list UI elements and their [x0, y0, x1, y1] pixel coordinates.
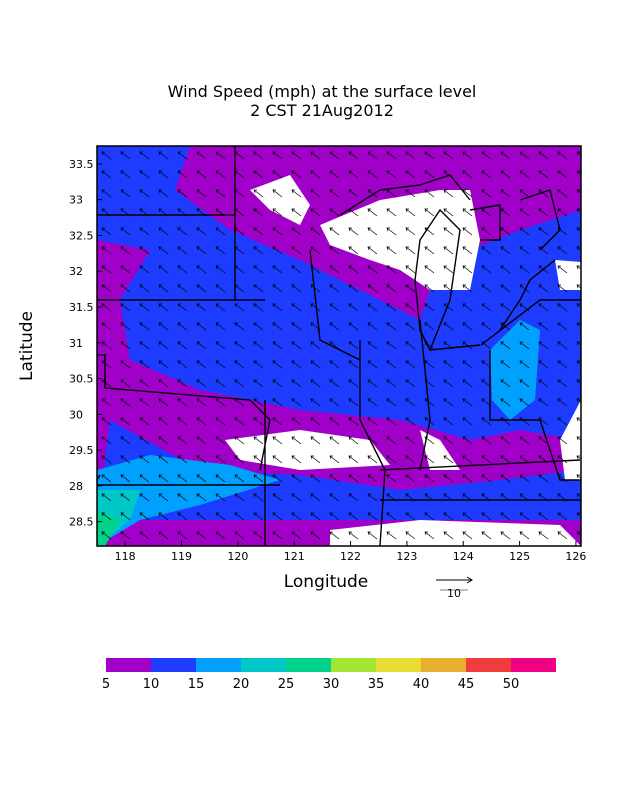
wind-arrows [97, 146, 581, 546]
y-axis-label: Latitude [17, 311, 37, 381]
y-tick-label: 30 [69, 408, 83, 421]
title-line: Wind Speed (mph) at the surface level [168, 82, 477, 101]
colorbar-label: 50 [503, 677, 520, 692]
coastlines [339, 174, 561, 352]
y-tick-label: 30.5 [69, 373, 94, 386]
x-tick-label: 123 [396, 550, 417, 563]
colorbar-swatch [511, 658, 556, 672]
y-tick-label: 32.5 [69, 229, 94, 242]
colorbar-label: 25 [278, 677, 295, 692]
y-tick-label: 33 [69, 194, 83, 207]
y-tick-label: 31 [69, 337, 83, 350]
y-tick-label: 32 [69, 265, 83, 278]
x-tick-label: 119 [171, 550, 192, 563]
y-tick-label: 31.5 [69, 301, 94, 314]
y-tick-label: 29.5 [69, 444, 94, 457]
y-tick-label: 28 [69, 480, 83, 493]
x-tick-label: 122 [340, 550, 361, 563]
x-tick-label: 118 [115, 550, 136, 563]
y-tick-label: 33.5 [69, 158, 94, 171]
colorbar-swatch [331, 658, 376, 672]
x-tick-label: 121 [284, 550, 305, 563]
colorbar-swatch [421, 658, 466, 672]
colorbar-swatch [151, 658, 196, 672]
wind-field [97, 146, 581, 546]
y-tick-label: 28.5 [69, 516, 94, 529]
title-line: 2 CST 21Aug2012 [250, 101, 394, 120]
colorbar-label: 30 [323, 677, 340, 692]
colorbar-label: 40 [413, 677, 430, 692]
state-borders [97, 146, 581, 546]
x-tick-label: 124 [453, 550, 474, 563]
plot-frame [96, 145, 582, 547]
colorbar-label: 20 [233, 677, 250, 692]
colorbar-label: 15 [188, 677, 205, 692]
colorbar-label: 10 [143, 677, 160, 692]
x-axis-label: Longitude [284, 572, 369, 592]
colorbar-swatch [241, 658, 286, 672]
reference-label: 10 [447, 587, 461, 600]
colorbar-label: 45 [458, 677, 475, 692]
colorbar-swatch [376, 658, 421, 672]
x-tick-label: 125 [509, 550, 530, 563]
colorbar-label: 5 [102, 677, 110, 692]
reference-arrow-head [466, 576, 473, 584]
colorbar-swatch [196, 658, 241, 672]
colorbar-swatch [106, 658, 151, 672]
colorbar-swatch [286, 658, 331, 672]
x-tick-label: 120 [227, 550, 248, 563]
x-tick-label: 126 [565, 550, 586, 563]
colorbar-swatch [466, 658, 511, 672]
colorbar-label: 35 [368, 677, 385, 692]
